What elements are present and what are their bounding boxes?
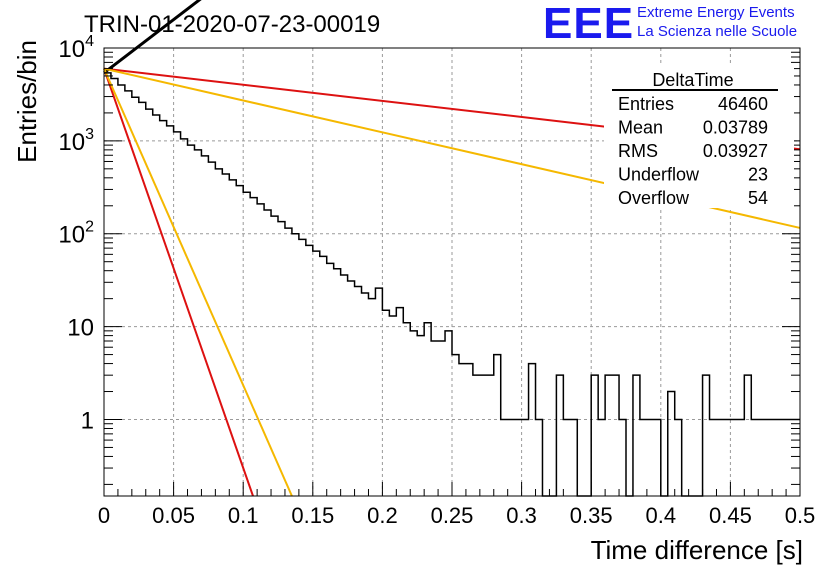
y-tick-label: 1 xyxy=(81,407,94,434)
logo-line-1: Extreme Energy Events xyxy=(637,4,795,21)
stats-label: Mean xyxy=(618,118,663,138)
x-tick-label: 0.15 xyxy=(291,503,334,528)
y-tick-label: 10 xyxy=(67,315,94,342)
stats-rows: Entries 46460 Mean 0.03789 RMS 0.03927Underfl… xyxy=(618,94,768,208)
stats-value: 0.03789 xyxy=(703,118,768,138)
x-tick-label: 0.25 xyxy=(431,503,474,528)
stats-value: 46460 xyxy=(718,94,768,114)
stats-label: Overflow xyxy=(618,188,690,208)
y-axis-label: Entries/bin xyxy=(12,40,42,163)
x-tick-labels: 0 0.05 0.1 0.15 0.2 0.25 0.3 0.35 0.4 0.45 0.5 xyxy=(98,503,815,528)
x-tick-label: 0.1 xyxy=(228,503,259,528)
fit-curve-line xyxy=(103,68,254,497)
x-tick-label: 0.2 xyxy=(367,503,398,528)
grid-lines xyxy=(104,48,800,496)
eee-logo: EEE xyxy=(543,0,635,48)
x-tick-label: 0 xyxy=(98,503,110,528)
x-tick-label: 0.5 xyxy=(785,503,816,528)
x-tick-label: 0.45 xyxy=(709,503,752,528)
y-tick-label: 104 xyxy=(58,33,94,63)
stats-label: Entries xyxy=(618,94,674,114)
run-title: TRIN-01-2020-07-23-00019 xyxy=(84,11,380,38)
x-tick-label: 0.05 xyxy=(152,503,195,528)
histogram-steps xyxy=(104,72,800,497)
stats-value: 23 xyxy=(748,165,768,185)
stats-value: 54 xyxy=(748,188,768,208)
y-tick-labels: 1 10 102 103 104 xyxy=(58,33,94,434)
stats-value: 0.03927 xyxy=(703,141,768,161)
stats-label: Underflow xyxy=(618,165,700,185)
stats-box: DeltaTime Entries 46460 Mean 0.03789 RMS 0.03… xyxy=(604,66,794,208)
y-tick-label: 102 xyxy=(58,219,94,249)
stats-label: RMS xyxy=(618,141,658,161)
x-axis-label: Time difference [s] xyxy=(591,535,803,565)
x-tick-label: 0.3 xyxy=(506,503,537,528)
logo-line-2: La Scienza nelle Scuole xyxy=(637,23,798,40)
histogram-outline xyxy=(104,72,800,497)
fit-curve-line xyxy=(103,68,293,497)
x-tick-label: 0.4 xyxy=(646,503,677,528)
x-tick-label: 0.35 xyxy=(570,503,613,528)
stats-title: DeltaTime xyxy=(652,70,733,90)
y-tick-label: 103 xyxy=(58,126,94,156)
